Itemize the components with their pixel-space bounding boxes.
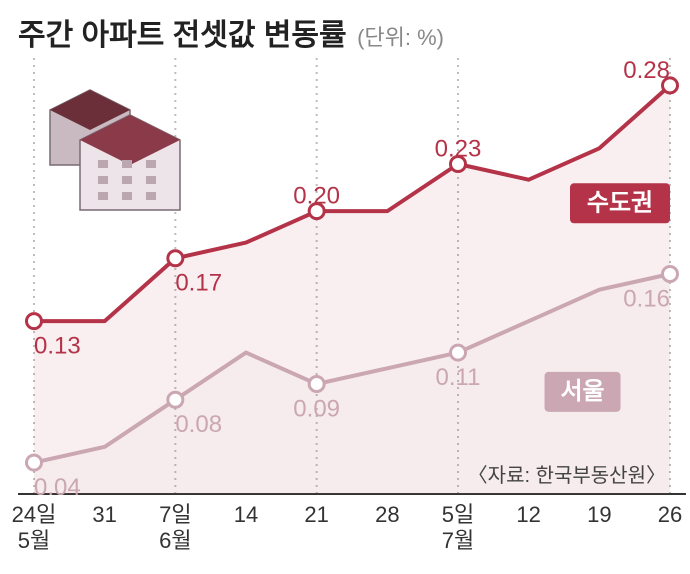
- x-tick-label: 12: [516, 502, 540, 527]
- month-label: 6월: [159, 528, 191, 553]
- value-label-metro: 0.20: [293, 182, 340, 209]
- series-marker-seoul: [168, 392, 183, 407]
- x-tick-label: 24일: [12, 502, 57, 527]
- source-label: 〈자료: 한국부동산원〉: [468, 464, 666, 487]
- month-label: 5월: [18, 528, 50, 553]
- x-tick-label: 14: [234, 502, 258, 527]
- x-tick-label: 31: [92, 502, 116, 527]
- month-label: 7월: [442, 528, 474, 553]
- x-tick-label: 28: [375, 502, 399, 527]
- apartment-icon: [50, 90, 180, 210]
- x-tick-label: 26: [658, 502, 682, 527]
- value-label-seoul: 0.04: [34, 474, 81, 501]
- value-label-seoul: 0.16: [623, 285, 670, 312]
- value-label-metro: 0.28: [623, 57, 670, 84]
- chart-container: 주간 아파트 전셋값 변동률 (단위: %) 0.130.170.200.230…: [0, 0, 690, 574]
- value-label-seoul: 0.08: [175, 411, 222, 438]
- series-marker-seoul: [27, 455, 42, 470]
- series-marker-metro: [27, 314, 42, 329]
- series-marker-seoul: [451, 345, 466, 360]
- value-label-seoul: 0.09: [293, 395, 340, 422]
- x-tick-label: 5일: [442, 502, 474, 527]
- x-tick-label: 19: [587, 502, 611, 527]
- value-label-metro: 0.13: [34, 332, 81, 359]
- series-badge-label-seoul: 서울: [560, 378, 604, 405]
- series-marker-seoul: [663, 267, 678, 282]
- series-marker-seoul: [309, 377, 324, 392]
- x-tick-label: 21: [304, 502, 328, 527]
- value-label-metro: 0.23: [435, 135, 482, 162]
- value-label-metro: 0.17: [175, 270, 222, 297]
- x-tick-label: 7일: [159, 502, 191, 527]
- value-label-seoul: 0.11: [436, 364, 481, 391]
- series-marker-metro: [168, 251, 183, 266]
- series-badge-label-metro: 수도권: [587, 190, 653, 217]
- chart-svg: 0.13 0.17 0.20 0.23 0.28 수도권 0.04 0.08 0.09 0.11 0…: [0, 0, 690, 574]
